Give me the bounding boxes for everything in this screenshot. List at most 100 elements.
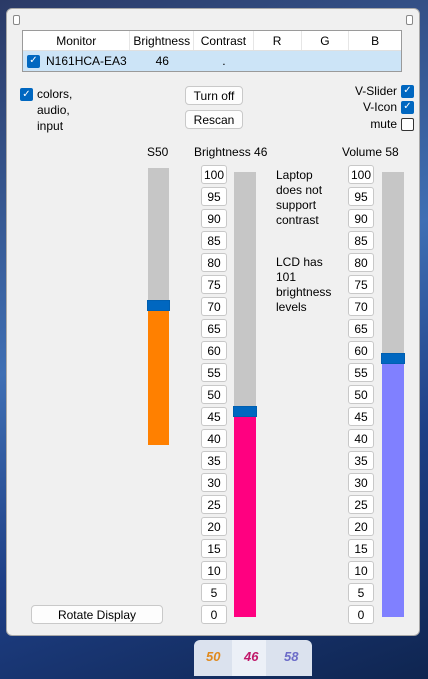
- scale-tick-button[interactable]: 15: [201, 539, 227, 558]
- column-header-brightness[interactable]: Brightness: [130, 31, 195, 50]
- s-slider[interactable]: [147, 168, 170, 445]
- scale-tick-button[interactable]: 50: [201, 385, 227, 404]
- scale-tick-button[interactable]: 70: [201, 297, 227, 316]
- brightness-slider-label: Brightness 46: [194, 145, 268, 159]
- rescan-button[interactable]: Rescan: [185, 110, 243, 129]
- note-line: levels: [276, 300, 307, 314]
- brightness-slider-fill: [234, 412, 256, 617]
- note-line: does not: [276, 183, 323, 197]
- monitor-name: N161HCA-EA3: [46, 54, 127, 68]
- scale-tick-button[interactable]: 40: [201, 429, 227, 448]
- note-line: contrast: [276, 213, 319, 227]
- scale-tick-button[interactable]: 75: [348, 275, 374, 294]
- scale-tick-button[interactable]: 0: [348, 605, 374, 624]
- monitor-table: Monitor Brightness Contrast R G B ✓ N161…: [22, 30, 402, 72]
- scale-tick-button[interactable]: 65: [348, 319, 374, 338]
- column-header-contrast[interactable]: Contrast: [194, 31, 254, 50]
- scale-tick-button[interactable]: 0: [201, 605, 227, 624]
- scale-tick-button[interactable]: 80: [201, 253, 227, 272]
- scale-tick-button[interactable]: 50: [348, 385, 374, 404]
- taskbar-tray: 50 46 58: [194, 640, 312, 676]
- v-icon-checkbox[interactable]: ✓: [401, 100, 414, 114]
- note-line: brightness: [276, 285, 332, 299]
- scale-tick-button[interactable]: 55: [348, 363, 374, 382]
- note-line: LCD has: [276, 255, 323, 269]
- column-header-g[interactable]: G: [302, 31, 350, 50]
- column-header-r[interactable]: R: [254, 31, 302, 50]
- scale-tick-button[interactable]: 100: [201, 165, 227, 184]
- s-slider-fill: [148, 306, 169, 445]
- scale-tick-button[interactable]: 30: [348, 473, 374, 492]
- scale-tick-button[interactable]: 80: [348, 253, 374, 272]
- levels-note: LCD has 101 brightness levels: [276, 255, 346, 315]
- scale-tick-button[interactable]: 95: [201, 187, 227, 206]
- scale-tick-button[interactable]: 95: [348, 187, 374, 206]
- scale-tick-button[interactable]: 75: [201, 275, 227, 294]
- tray-s-icon[interactable]: 50: [206, 649, 221, 664]
- option-label-line: input: [37, 119, 64, 133]
- volume-slider-thumb[interactable]: [381, 353, 405, 364]
- volume-slider-fill: [382, 359, 404, 617]
- v-slider-option[interactable]: V-Slider ✓: [355, 84, 414, 98]
- tray-volume-icon[interactable]: 58: [284, 649, 299, 664]
- scale-tick-button[interactable]: 25: [201, 495, 227, 514]
- scale-tick-button[interactable]: 5: [201, 583, 227, 602]
- brightness-cell: 46: [155, 54, 169, 68]
- resize-handle-left[interactable]: [13, 15, 20, 25]
- brightness-slider[interactable]: [233, 172, 257, 617]
- v-slider-label: V-Slider: [354, 84, 397, 98]
- scale-tick-button[interactable]: 10: [201, 561, 227, 580]
- scale-tick-button[interactable]: 90: [201, 209, 227, 228]
- s-slider-thumb[interactable]: [147, 300, 170, 311]
- scale-tick-button[interactable]: 60: [201, 341, 227, 360]
- scale-tick-button[interactable]: 20: [201, 517, 227, 536]
- resize-handle-right[interactable]: [406, 15, 413, 25]
- scale-tick-button[interactable]: 35: [201, 451, 227, 470]
- scale-tick-button[interactable]: 85: [201, 231, 227, 250]
- scale-tick-button[interactable]: 60: [348, 341, 374, 360]
- table-row[interactable]: ✓ N161HCA-EA3 46 .: [23, 51, 401, 71]
- contrast-note: Laptop does not support contrast: [276, 168, 346, 228]
- monitor-enable-checkbox[interactable]: ✓: [27, 54, 40, 68]
- scale-tick-button[interactable]: 45: [201, 407, 227, 426]
- column-header-monitor[interactable]: Monitor: [23, 31, 131, 50]
- mute-checkbox[interactable]: ✓: [401, 117, 414, 131]
- note-line: Laptop: [276, 168, 313, 182]
- scale-tick-button[interactable]: 25: [348, 495, 374, 514]
- scale-tick-button[interactable]: 65: [201, 319, 227, 338]
- scale-tick-button[interactable]: 30: [201, 473, 227, 492]
- column-header-b[interactable]: B: [371, 33, 380, 48]
- scale-tick-button[interactable]: 20: [348, 517, 374, 536]
- turn-off-button[interactable]: Turn off: [185, 86, 243, 105]
- scale-tick-button[interactable]: 70: [348, 297, 374, 316]
- scale-tick-button[interactable]: 85: [348, 231, 374, 250]
- mute-label: mute: [370, 117, 397, 131]
- scale-tick-button[interactable]: 40: [348, 429, 374, 448]
- monitor-cell: ✓ N161HCA-EA3: [23, 51, 130, 71]
- v-icon-option[interactable]: V-Icon ✓: [363, 100, 414, 114]
- scale-tick-button[interactable]: 90: [348, 209, 374, 228]
- scale-tick-button[interactable]: 55: [201, 363, 227, 382]
- colors-audio-input-option[interactable]: ✓ colors, audio, input: [20, 86, 97, 134]
- colors-audio-input-checkbox[interactable]: ✓: [20, 88, 33, 101]
- scale-tick-button[interactable]: 10: [348, 561, 374, 580]
- brightness-slider-thumb[interactable]: [233, 406, 257, 417]
- mute-option[interactable]: mute ✓: [370, 117, 414, 131]
- v-icon-label: V-Icon: [362, 100, 397, 114]
- note-line: support: [276, 198, 317, 212]
- r-cell: [254, 51, 302, 71]
- scale-tick-button[interactable]: 100: [348, 165, 374, 184]
- volume-slider[interactable]: [381, 172, 405, 617]
- option-label-line: audio,: [37, 103, 70, 117]
- scale-tick-button[interactable]: 45: [348, 407, 374, 426]
- scale-tick-button[interactable]: 35: [348, 451, 374, 470]
- note-line: 101: [276, 270, 297, 284]
- scale-tick-button[interactable]: 15: [348, 539, 374, 558]
- rotate-display-button[interactable]: Rotate Display: [31, 605, 163, 624]
- tray-brightness-icon[interactable]: 46: [244, 649, 259, 664]
- scale-tick-button[interactable]: 5: [348, 583, 374, 602]
- volume-slider-label: Volume 58: [342, 145, 399, 159]
- v-slider-checkbox[interactable]: ✓: [401, 84, 414, 98]
- b-cell: [349, 51, 401, 71]
- g-cell: [302, 51, 350, 71]
